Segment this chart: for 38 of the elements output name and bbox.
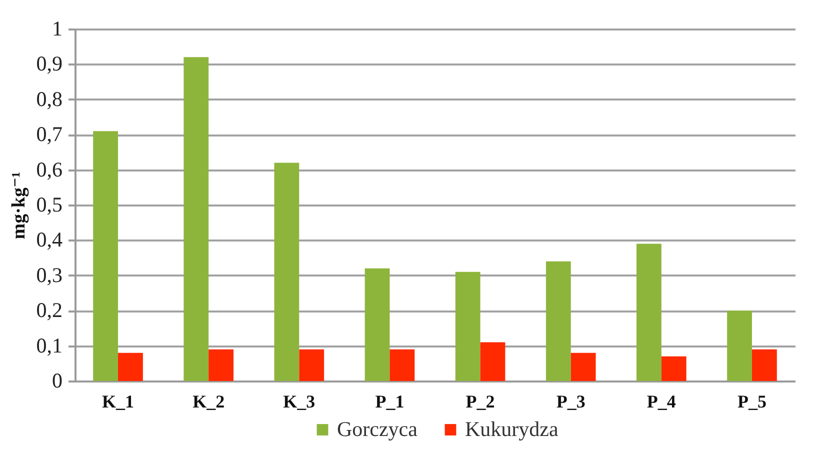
bar xyxy=(570,352,596,381)
x-tick-label: K_3 xyxy=(283,392,316,412)
bar xyxy=(364,268,390,381)
bar xyxy=(546,261,571,381)
bar xyxy=(480,342,506,381)
y-tick-label: 0,2 xyxy=(36,298,62,322)
bar xyxy=(636,244,662,381)
y-tick-label: 0,5 xyxy=(36,192,62,216)
y-tick-label: 0,8 xyxy=(36,86,62,111)
bar xyxy=(661,356,686,381)
bar xyxy=(455,272,480,381)
bar xyxy=(184,57,209,381)
x-tick-label: P_4 xyxy=(646,392,676,412)
legend-label: Kukurydza xyxy=(465,416,559,441)
bar xyxy=(118,352,143,381)
y-tick-label: 0 xyxy=(52,368,62,392)
bar xyxy=(390,349,415,381)
x-tick-label: P_2 xyxy=(466,392,495,412)
x-tick-label: P_3 xyxy=(556,392,586,412)
bar xyxy=(208,349,234,381)
y-tick-label: 0,3 xyxy=(36,262,62,287)
legend-label: Gorczyca xyxy=(337,416,418,441)
x-tick-label: P_5 xyxy=(737,392,766,412)
bar xyxy=(752,349,777,381)
y-axis-title: mg·kg⁻¹ xyxy=(8,172,30,240)
x-tick-label: P_1 xyxy=(375,392,404,412)
x-tick-label: K_1 xyxy=(102,392,134,412)
x-tick-label: K_2 xyxy=(192,392,225,412)
y-tick-label: 0,1 xyxy=(36,333,62,358)
bar xyxy=(274,162,300,381)
y-tick-label: 0,9 xyxy=(36,52,62,76)
bar xyxy=(299,349,324,381)
bar xyxy=(93,131,118,381)
y-tick-label: 0,6 xyxy=(36,157,62,182)
y-tick-label: 1 xyxy=(52,16,62,40)
y-tick-label: 0,7 xyxy=(36,122,62,146)
bar xyxy=(727,310,752,381)
y-tick-label: 0,4 xyxy=(36,228,63,252)
